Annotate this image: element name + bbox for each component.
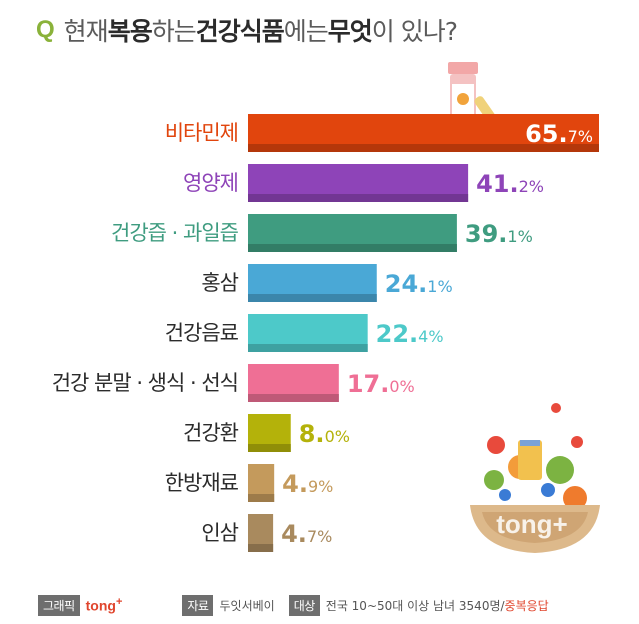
bar-shadow-3: [248, 294, 377, 302]
value-label-8: 4.7%: [281, 520, 332, 548]
category-label-6: 건강환: [183, 421, 239, 445]
bar-shadow-4: [248, 344, 368, 352]
salad-bowl-icon: tong+: [470, 403, 600, 553]
title-part-2: 복용: [107, 17, 153, 46]
title-part-6: 무엇: [327, 17, 373, 46]
bar-shadow-5: [248, 394, 339, 402]
bar-shadow-1: [248, 194, 469, 202]
category-label-1: 영양제: [183, 171, 238, 195]
value-label-4: 22.4%: [376, 320, 444, 348]
brand-logo: tong+: [85, 596, 123, 614]
title-part-3: 하는: [151, 17, 197, 46]
bar-shadow-2: [248, 244, 457, 252]
bar-shadow-8: [248, 544, 274, 552]
bar-shadow-7: [248, 494, 275, 502]
value-label-3: 24.1%: [385, 270, 453, 298]
title-part-5: 에는: [283, 17, 329, 46]
footer: 그래픽 tong+ 자료 두잇서베이 대상 전국 10~50대 이상 남녀 35…: [38, 594, 608, 616]
source-tag: 자료: [182, 594, 214, 616]
title-part-7: 이 있나?: [371, 17, 458, 46]
tong-watermark-text: tong+: [496, 509, 568, 539]
source-text: 두잇서베이: [219, 598, 275, 613]
bar-chart: 비타민제 65.7% 영양제 41.2% 건강즙 · 과일즙 39.1% 홍삼 24.1% 건강…: [52, 62, 600, 553]
value-label-6: 8.0%: [299, 420, 350, 448]
value-label-0: 65.7%: [525, 120, 593, 148]
target-tag: 대상: [288, 594, 320, 616]
chart-title: Q 현재 복용 하는 건강식품 에는 무엇 이 있나?: [36, 10, 626, 50]
title-part-4: 건강식품: [195, 17, 285, 46]
category-label-2: 건강즙 · 과일즙: [111, 221, 239, 245]
graphic-tag: 그래픽: [38, 594, 80, 616]
category-label-3: 홍삼: [201, 271, 238, 295]
target-note: 중복응답: [504, 598, 549, 613]
value-label-7: 4.9%: [282, 470, 333, 498]
category-label-7: 한방재료: [165, 471, 239, 495]
bar-shadow-6: [248, 444, 291, 452]
category-label-0: 비타민제: [165, 121, 238, 145]
category-label-4: 건강음료: [165, 321, 239, 345]
title-part-1: 현재: [63, 17, 109, 46]
category-label-5: 건강 분말 · 생식 · 선식: [52, 371, 238, 395]
bar-shadow-0: [248, 144, 599, 152]
value-label-5: 17.0%: [347, 370, 415, 398]
category-label-8: 인삼: [201, 521, 238, 545]
target-text: 전국 10~50대 이상 남녀 3540명/: [325, 598, 505, 613]
value-label-1: 41.2%: [476, 170, 544, 198]
bars-group: 비타민제 65.7% 영양제 41.2% 건강즙 · 과일즙 39.1% 홍삼 24.1% 건강…: [52, 114, 599, 552]
question-mark-label: Q: [36, 16, 55, 43]
value-label-2: 39.1%: [465, 220, 533, 248]
